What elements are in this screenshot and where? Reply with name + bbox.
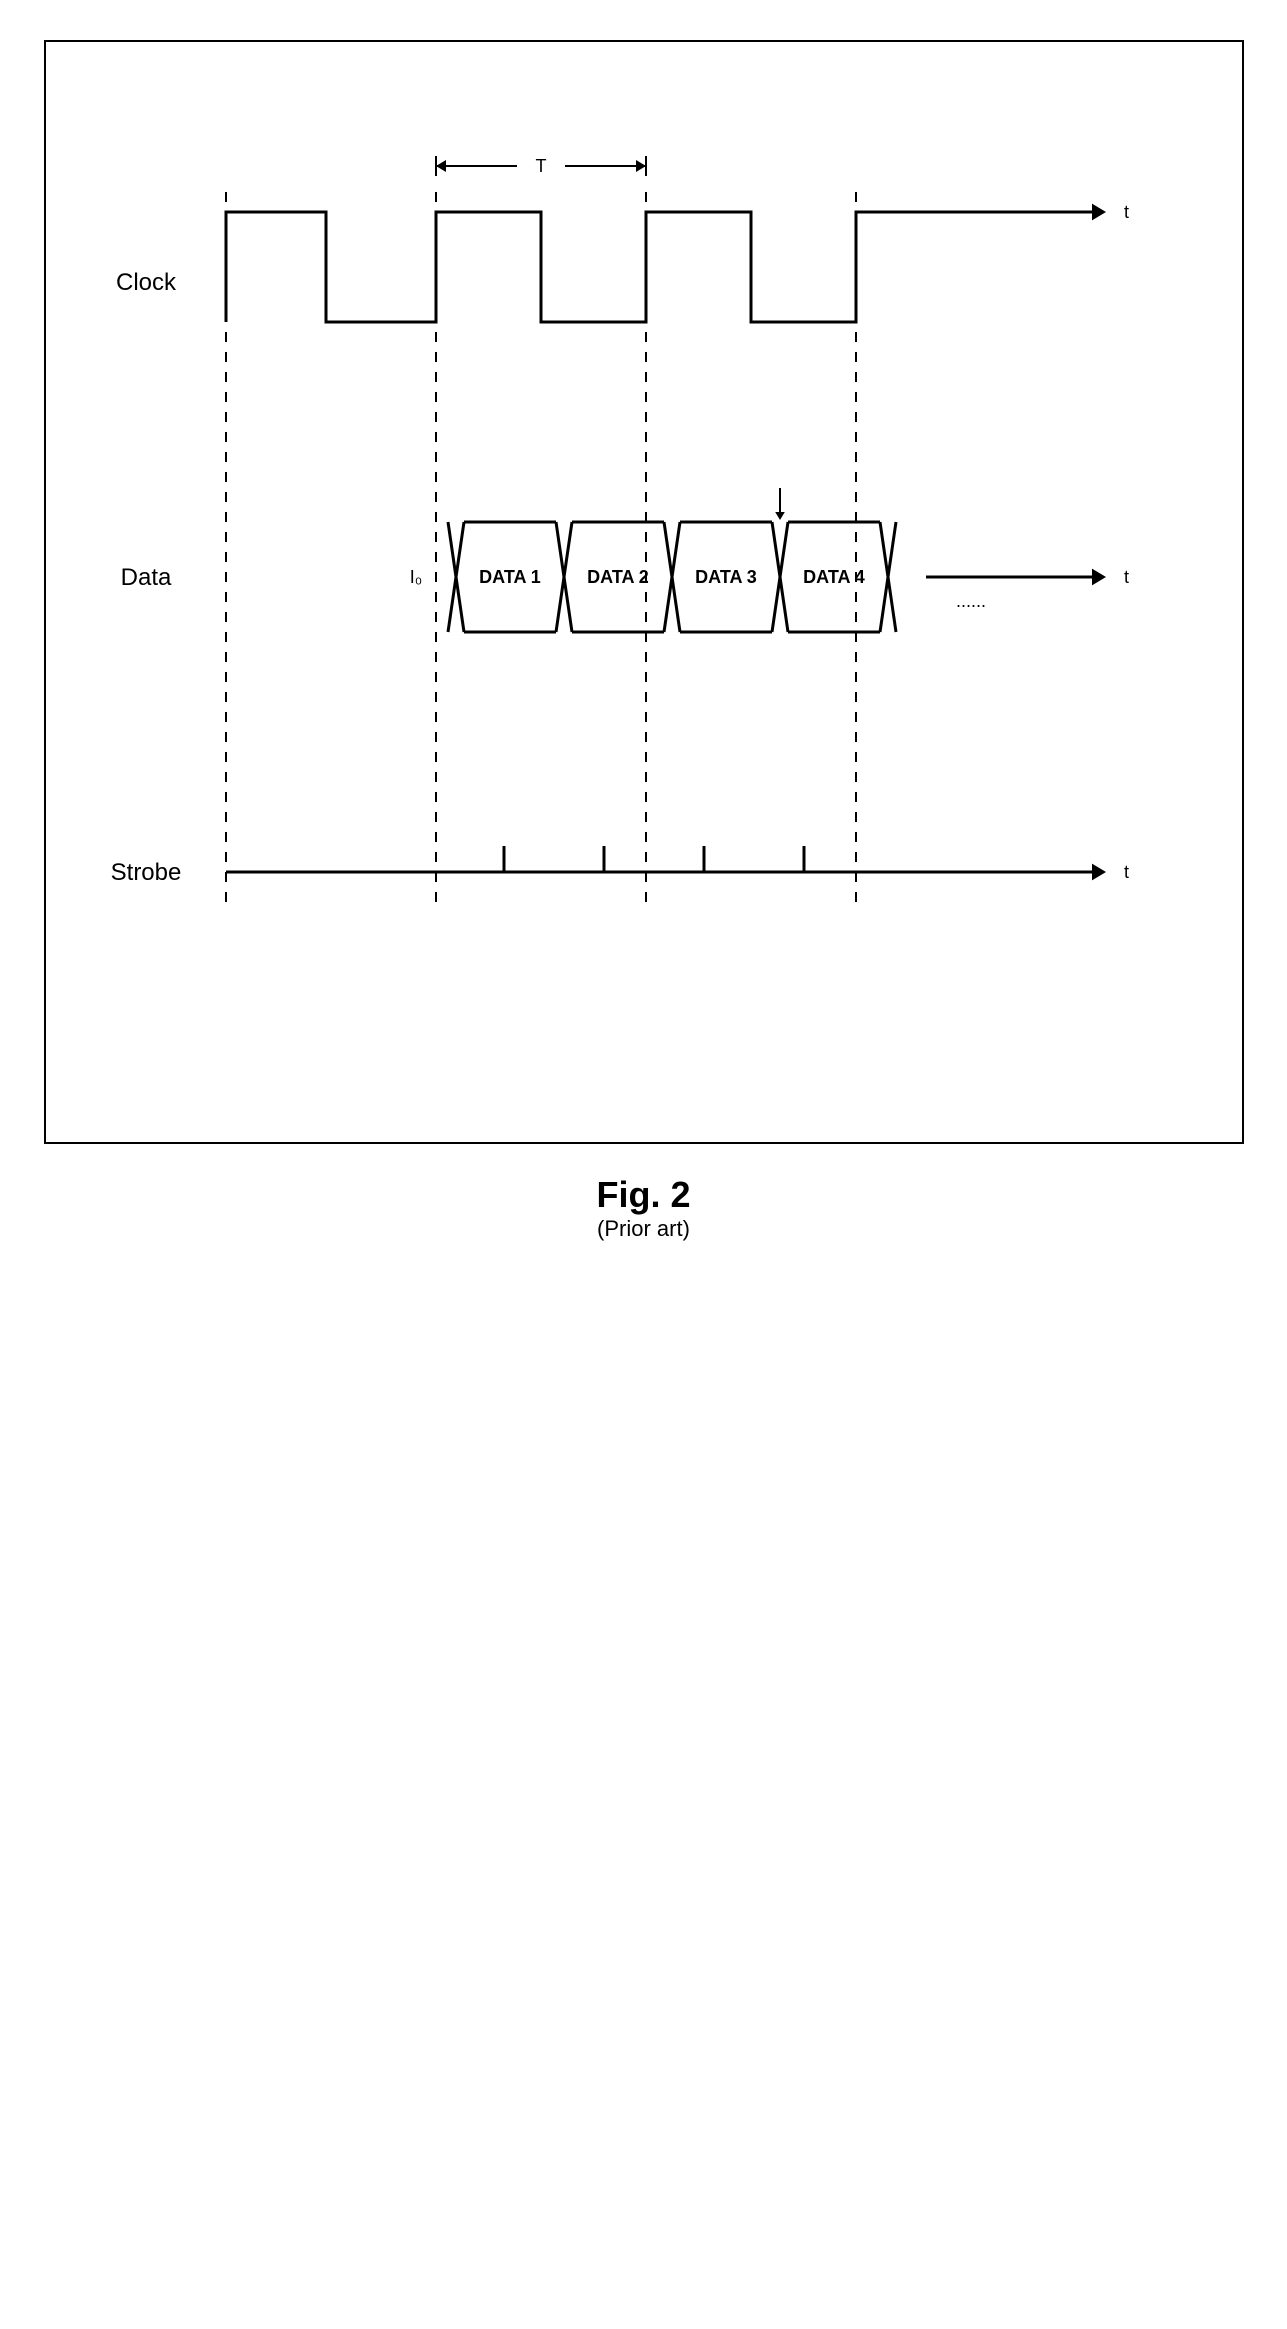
data-ellipsis: ...... [956, 591, 986, 611]
data-label: Data [120, 564, 171, 591]
data-cell-label: DATA 3 [695, 567, 757, 587]
diagram-border: T Clock Data Strobe t I₀ DATA 1 DATA 2 DATA 3 DAT… [44, 40, 1244, 1144]
data-cell-label: DATA 1 [479, 567, 541, 587]
clock-waveform [226, 212, 1092, 322]
figure-subcaption: (Prior art) [44, 1216, 1244, 1242]
strobe-label: Strobe [110, 859, 181, 886]
figure-caption: Fig. 2 [44, 1174, 1244, 1216]
data-cell-label: DATA 2 [587, 567, 649, 587]
timing-diagram: T Clock Data Strobe t I₀ DATA 1 DATA 2 DATA 3 DAT… [86, 102, 1186, 1062]
initial-label: I₀ [409, 567, 421, 587]
period-label: T [535, 156, 546, 176]
figure-container: T Clock Data Strobe t I₀ DATA 1 DATA 2 DATA 3 DAT… [44, 40, 1244, 1242]
clock-label: Clock [115, 269, 176, 296]
data-cell-label: DATA 4 [803, 567, 865, 587]
time-axis-t: t [1124, 567, 1129, 587]
time-axis-t: t [1124, 862, 1129, 882]
time-axis-t: t [1124, 202, 1129, 222]
